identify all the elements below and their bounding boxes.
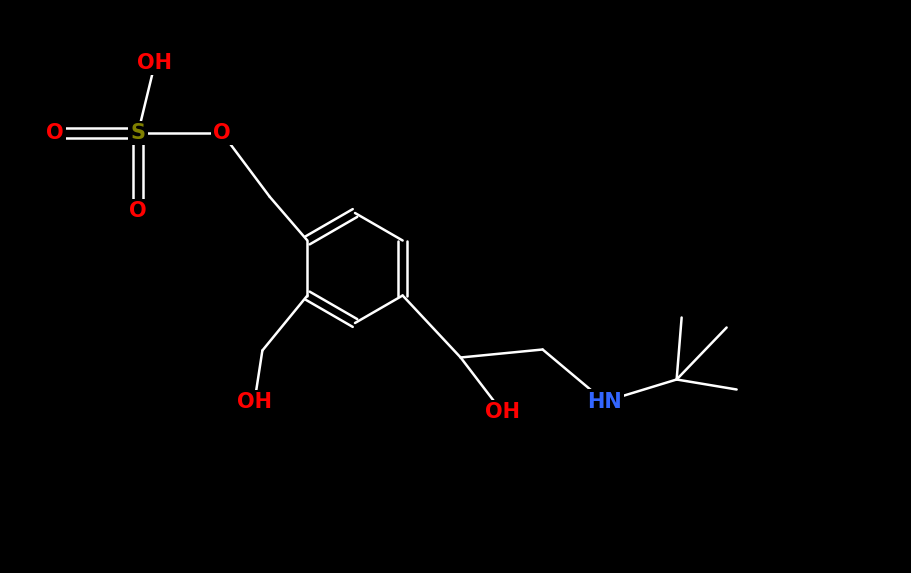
Text: O: O — [46, 123, 64, 143]
Text: HN: HN — [587, 391, 621, 411]
Text: OH: OH — [138, 53, 172, 73]
Text: O: O — [213, 123, 230, 143]
Text: OH: OH — [485, 402, 519, 422]
Text: OH: OH — [237, 393, 271, 413]
Text: S: S — [130, 123, 146, 143]
Text: O: O — [129, 201, 147, 221]
